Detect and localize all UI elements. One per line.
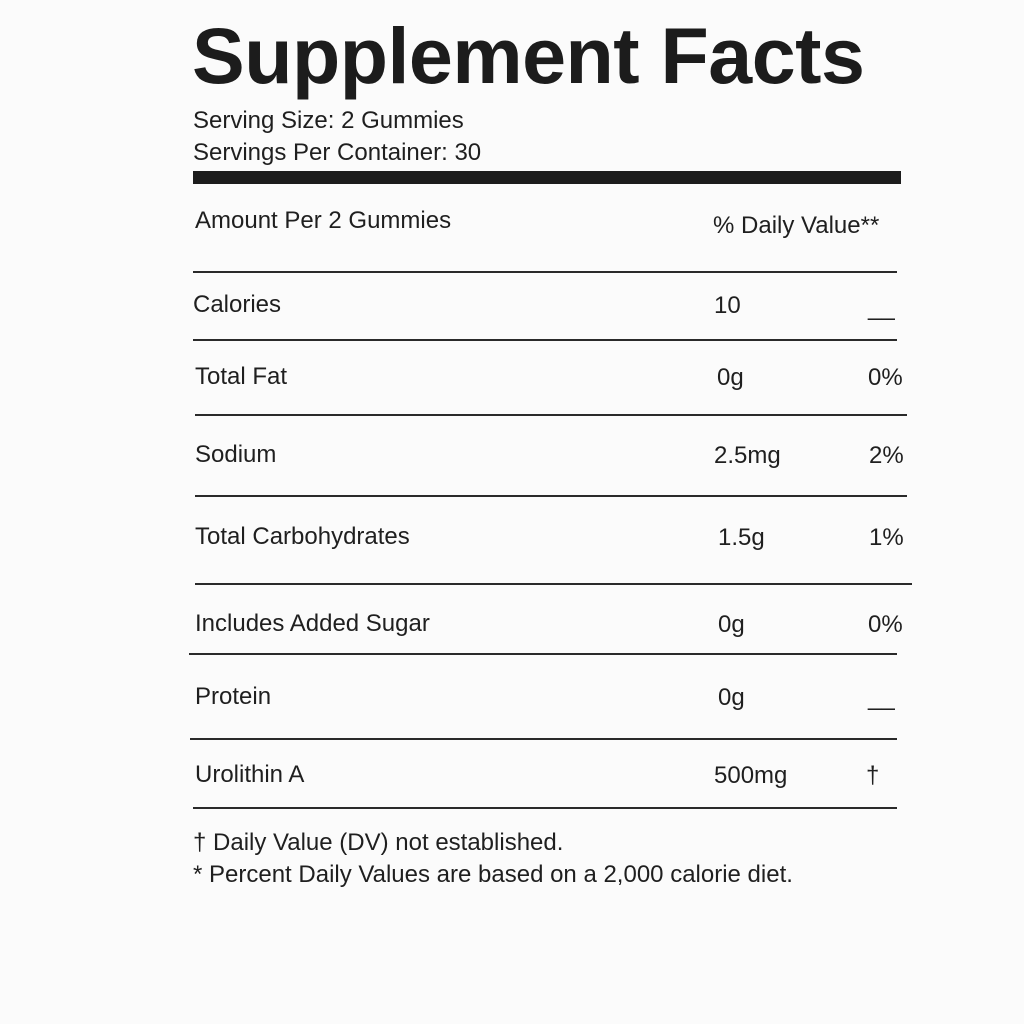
- amount-per-serving-header: Amount Per 2 Gummies: [195, 207, 452, 234]
- nutrient-name: Total Fat: [195, 363, 288, 390]
- row-divider: [190, 738, 897, 740]
- row-divider: [195, 583, 912, 585]
- nutrient-name: Includes Added Sugar: [195, 610, 430, 637]
- nutrient-amount: 0g: [718, 684, 745, 711]
- nutrient-daily-value: 0%: [868, 364, 903, 391]
- nutrient-name: Protein: [195, 683, 272, 710]
- nutrient-daily-value: 1%: [869, 524, 904, 551]
- thick-divider: [193, 171, 901, 184]
- row-divider: [193, 339, 897, 341]
- nutrient-amount: 0g: [717, 364, 744, 391]
- nutrient-daily-value: __: [868, 294, 895, 321]
- nutrient-amount: 1.5g: [718, 524, 765, 551]
- nutrient-name: Total Carbohydrates: [195, 523, 410, 550]
- nutrient-daily-value: __: [868, 684, 895, 711]
- nutrient-amount: 10: [714, 292, 741, 319]
- row-divider: [195, 414, 907, 416]
- nutrient-daily-value: †: [866, 762, 880, 789]
- row-divider: [189, 653, 897, 655]
- nutrient-amount: 500mg: [714, 762, 788, 789]
- serving-size: Serving Size: 2 Gummies: [193, 107, 464, 134]
- servings-per-container: Servings Per Container: 30: [193, 139, 482, 166]
- row-divider: [193, 807, 897, 809]
- nutrient-amount: 0g: [718, 611, 745, 638]
- row-divider: [193, 271, 897, 273]
- nutrient-name: Calories: [193, 291, 282, 318]
- footnote-percent-daily-values: * Percent Daily Values are based on a 2,…: [193, 861, 793, 888]
- footnote-dv-not-established: † Daily Value (DV) not established.: [193, 829, 564, 856]
- nutrient-daily-value: 0%: [868, 611, 903, 638]
- nutrient-name: Urolithin A: [195, 761, 305, 788]
- nutrient-amount: 2.5mg: [714, 442, 781, 469]
- nutrient-daily-value: 2%: [869, 442, 904, 469]
- row-divider: [195, 495, 907, 497]
- nutrient-name: Sodium: [195, 441, 277, 468]
- panel-title: Supplement Facts: [192, 11, 865, 100]
- daily-value-header: % Daily Value**: [713, 212, 880, 239]
